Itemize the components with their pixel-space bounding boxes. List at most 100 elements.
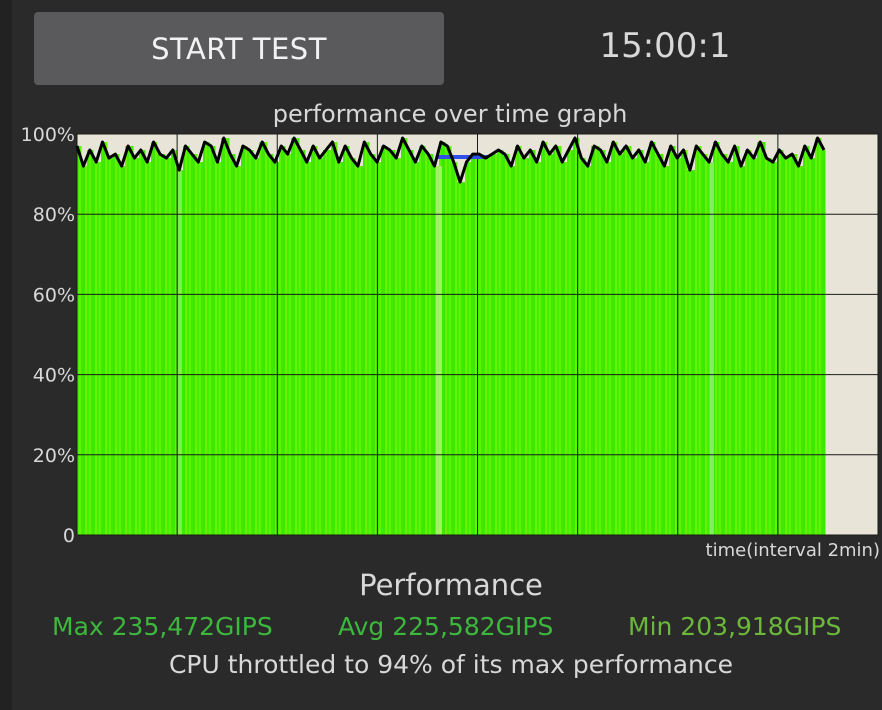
area-fill-stripe bbox=[123, 166, 126, 535]
area-fill-stripe bbox=[535, 162, 538, 535]
area-fill-stripe bbox=[343, 146, 346, 535]
area-fill-stripe bbox=[445, 146, 448, 535]
area-fill-stripe bbox=[763, 142, 766, 535]
area-fill-stripe bbox=[367, 142, 370, 535]
area-fill-stripe bbox=[815, 138, 818, 535]
area-fill-stripe bbox=[725, 154, 728, 536]
area-fill-stripe bbox=[355, 166, 358, 535]
area-fill-stripe bbox=[761, 142, 764, 535]
area-fill-stripe bbox=[531, 150, 534, 536]
area-fill-stripe bbox=[323, 150, 326, 536]
area-fill-stripe bbox=[779, 150, 782, 536]
area-fill-stripe bbox=[801, 166, 804, 535]
area-fill-stripe bbox=[173, 150, 176, 536]
area-fill-stripe bbox=[317, 158, 320, 535]
area-fill-stripe bbox=[237, 166, 240, 535]
chart-title: performance over time graph bbox=[272, 100, 628, 128]
area-fill-stripe bbox=[219, 162, 222, 535]
area-fill-stripe bbox=[169, 158, 172, 535]
throttle-message: CPU throttled to 94% of its max performa… bbox=[168, 650, 734, 679]
area-fill-stripe bbox=[807, 146, 810, 535]
area-fill-stripe bbox=[627, 146, 630, 535]
area-fill-stripe bbox=[655, 154, 658, 536]
area-fill-stripe bbox=[361, 166, 364, 535]
area-fill-stripe bbox=[187, 146, 190, 535]
area-fill-stripe bbox=[465, 162, 468, 535]
area-fill-stripe bbox=[625, 146, 628, 535]
area-fill-stripe bbox=[247, 150, 250, 536]
area-fill-stripe bbox=[497, 150, 500, 536]
area-fill-stripe bbox=[521, 158, 524, 535]
area-fill-stripe bbox=[109, 158, 112, 535]
area-fill-stripe bbox=[255, 158, 258, 535]
area-fill-stripe bbox=[383, 146, 386, 535]
test-timer: 15:00:1 bbox=[599, 26, 731, 66]
area-fill-stripe bbox=[107, 158, 110, 535]
area-fill-stripe bbox=[687, 170, 690, 535]
area-fill-stripe bbox=[735, 146, 738, 535]
area-fill-stripe bbox=[229, 154, 232, 536]
area-fill-stripe bbox=[265, 142, 268, 535]
area-fill-stripe bbox=[269, 154, 272, 536]
area-fill-stripe bbox=[253, 158, 256, 535]
area-fill-stripe bbox=[139, 150, 142, 536]
area-fill-stripe bbox=[609, 162, 612, 535]
area-fill-stripe bbox=[243, 146, 246, 535]
max-performance-value: Max 235,472GIPS bbox=[52, 612, 273, 641]
area-fill-stripe bbox=[545, 142, 548, 535]
area-fill-stripe bbox=[665, 166, 668, 535]
area-fill-stripe bbox=[765, 158, 768, 535]
area-fill-stripe bbox=[633, 158, 636, 535]
area-fill-stripe bbox=[89, 150, 92, 536]
area-fill-stripe bbox=[629, 146, 632, 535]
start-test-button[interactable]: START TEST bbox=[34, 12, 444, 85]
area-fill-stripe bbox=[155, 142, 158, 535]
area-fill-stripe bbox=[409, 150, 412, 536]
area-fill-stripe bbox=[767, 158, 770, 535]
area-fill-stripe bbox=[821, 150, 824, 536]
area-fill-stripe bbox=[449, 146, 452, 535]
area-fill-stripe bbox=[795, 154, 798, 536]
area-fill-stripe bbox=[549, 154, 552, 536]
area-fill-stripe bbox=[207, 142, 210, 535]
area-fill-stripe bbox=[601, 150, 604, 536]
area-fill-stripe bbox=[135, 158, 138, 535]
area-fill-stripe bbox=[443, 142, 446, 535]
area-fill-stripe bbox=[315, 146, 318, 535]
area-fill-stripe bbox=[165, 158, 168, 535]
area-fill-stripe bbox=[385, 146, 388, 535]
area-fill-stripe bbox=[673, 146, 676, 535]
y-tick-label: 60% bbox=[33, 284, 75, 306]
area-fill-stripe bbox=[671, 146, 674, 535]
area-fill-stripe bbox=[407, 150, 410, 536]
area-fill-stripe bbox=[741, 166, 744, 535]
area-fill-stripe bbox=[377, 162, 380, 535]
area-fill-stripe bbox=[599, 150, 602, 536]
area-fill-stripe bbox=[749, 150, 752, 536]
area-fill-stripe bbox=[341, 162, 344, 535]
y-tick-label: 100% bbox=[21, 124, 75, 146]
area-fill-stripe bbox=[663, 166, 666, 535]
area-fill-stripe bbox=[585, 166, 588, 535]
area-fill-stripe bbox=[683, 150, 686, 536]
area-fill-stripe bbox=[639, 150, 642, 536]
area-fill-stripe bbox=[695, 146, 698, 535]
area-fill-stripe bbox=[799, 166, 802, 535]
area-fill-stripe bbox=[325, 150, 328, 536]
area-fill-stripe bbox=[645, 162, 648, 535]
area-fill-stripe bbox=[573, 138, 576, 535]
area-fill-stripe bbox=[721, 154, 724, 536]
area-fill-stripe bbox=[747, 150, 750, 536]
area-fill-stripe bbox=[637, 150, 640, 536]
area-fill-stripe bbox=[595, 146, 598, 535]
area-fill-stripe bbox=[417, 162, 420, 535]
area-fill-stripe bbox=[183, 146, 186, 535]
area-fill-stripe bbox=[471, 154, 474, 536]
area-fill-stripe bbox=[115, 154, 118, 536]
area-fill-stripe bbox=[351, 158, 354, 535]
area-fill-stripe bbox=[787, 158, 790, 535]
area-fill-stripe bbox=[707, 162, 710, 535]
area-fill-stripe bbox=[171, 150, 174, 536]
area-fill-stripe bbox=[397, 158, 400, 535]
